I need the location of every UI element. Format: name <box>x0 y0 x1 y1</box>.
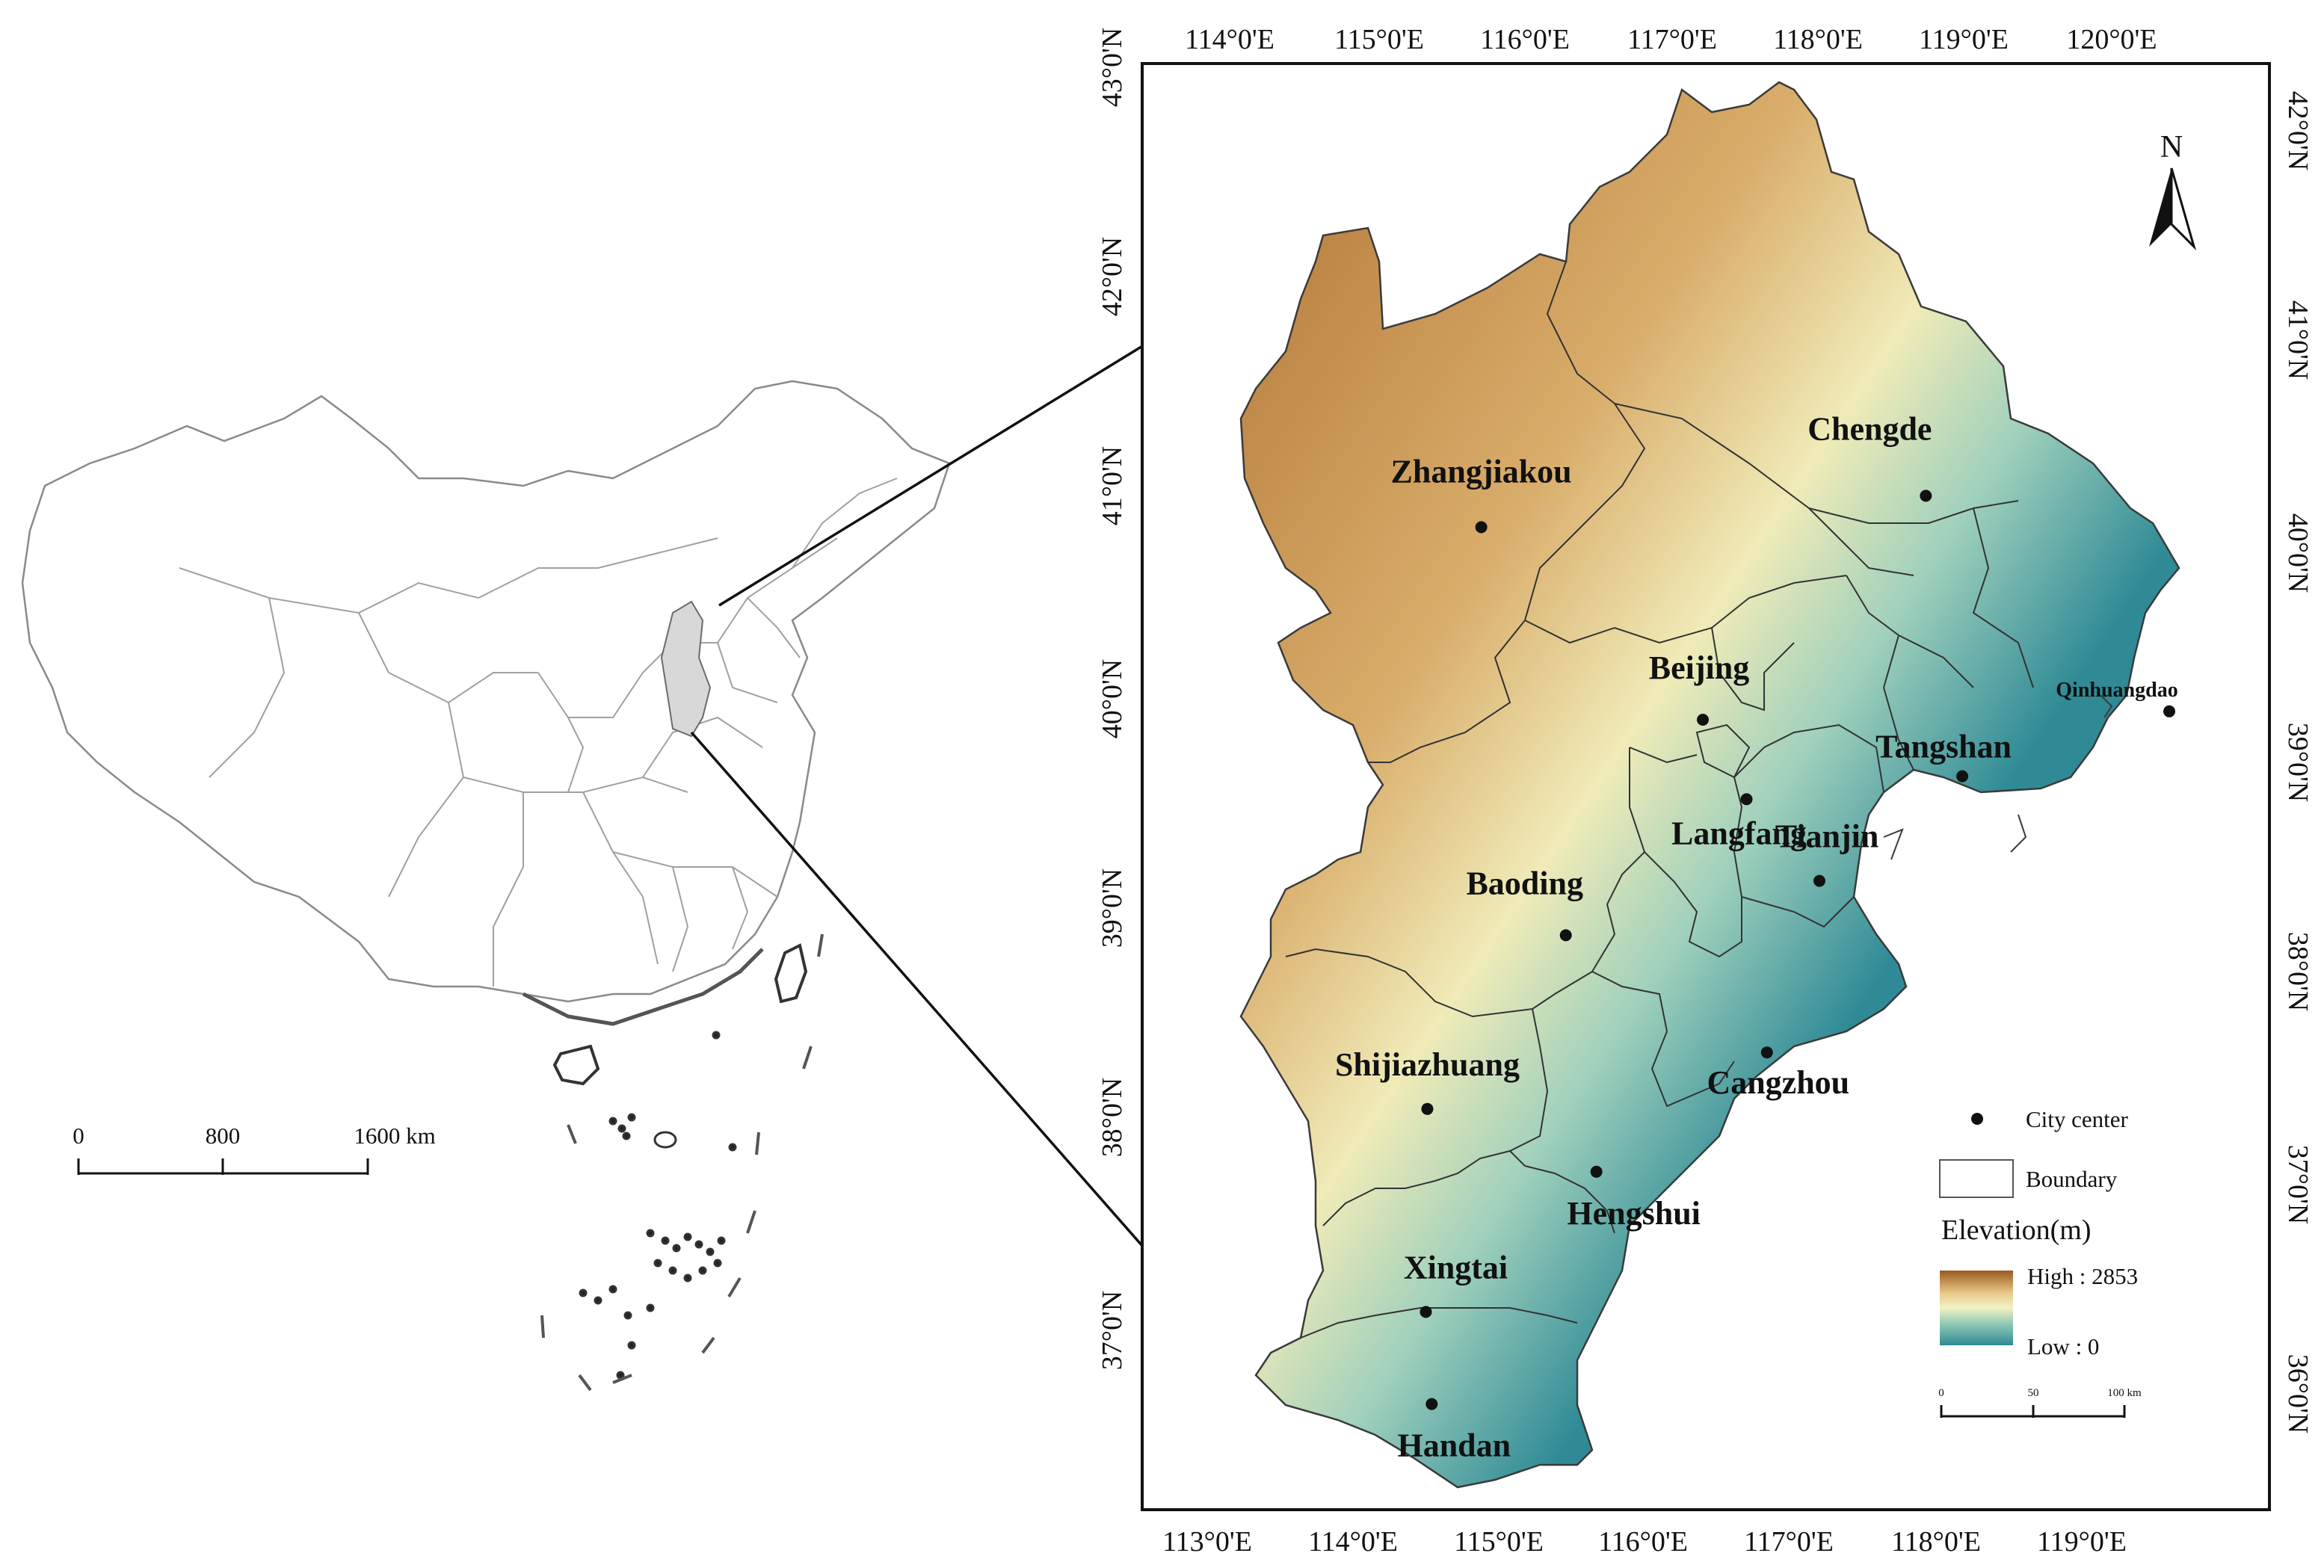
city-label: Chengde <box>1807 410 1932 447</box>
boundary-legend-symbol <box>1939 1159 2014 1198</box>
city-label: Handan <box>1397 1427 1511 1464</box>
north-arrow-icon: N <box>2149 130 2197 251</box>
city-label: Beijing <box>1649 649 1749 686</box>
city-label: Qinhuangdao <box>2056 679 2177 702</box>
main-scale-label: 0 <box>1938 1387 1944 1399</box>
lon-tick-bottom: 116°0'E <box>1598 1526 1688 1558</box>
legend-elevation-title: Elevation(m) <box>1941 1214 2091 1246</box>
city-center-legend-symbol <box>1971 1113 1983 1125</box>
city-label: Xingtai <box>1404 1249 1508 1285</box>
left-axis: 43°0'N 42°0'N 41°0'N 40°0'N 39°0'N 38°0'… <box>1097 28 1128 1371</box>
legend-boundary: Boundary <box>2026 1166 2118 1192</box>
lon-tick-bottom: 113°0'E <box>1162 1526 1252 1558</box>
lon-tick-top: 115°0'E <box>1334 24 1424 55</box>
china-outline <box>21 380 951 1003</box>
lat-tick-right: 40°0'N <box>2282 513 2314 593</box>
city-label: Tangshan <box>1875 729 2012 765</box>
lon-tick-bottom: 114°0'E <box>1308 1526 1398 1558</box>
city-label: Shijiazhuang <box>1335 1046 1520 1083</box>
city-center-marker <box>1920 490 1932 502</box>
city-center-marker <box>1813 874 1825 887</box>
nine-dash-line <box>540 933 824 1392</box>
north-label: N <box>2160 130 2183 164</box>
lon-tick-top: 116°0'E <box>1480 24 1570 55</box>
city-center-marker <box>1697 714 1709 726</box>
overview-scale-bar: 0 800 1600 km <box>73 1123 436 1175</box>
city-layer: Zhangjiakou Chengde Beijing Qinhuangdao Tang… <box>1335 410 2178 1463</box>
hainan-island <box>552 1044 600 1086</box>
city-label: Baoding <box>1466 865 1583 901</box>
lat-tick-right: 38°0'N <box>2282 932 2314 1012</box>
lon-tick-bottom: 118°0'E <box>1891 1526 1981 1558</box>
overview-scale-label: 0 <box>73 1123 84 1149</box>
city-label: Hengshui <box>1567 1195 1701 1232</box>
legend: City center Boundary Elevation(m) High :… <box>1938 1106 2142 1418</box>
city-center-marker <box>1760 1046 1773 1059</box>
lon-tick-top: 117°0'E <box>1627 24 1717 55</box>
right-axis: 42°0'N 41°0'N 40°0'N 39°0'N 38°0'N 37°0'… <box>2282 91 2314 1434</box>
main-scale-label: 50 <box>2028 1387 2039 1399</box>
legend-low: Low : 0 <box>2027 1333 2099 1359</box>
lat-tick-right: 42°0'N <box>2282 91 2314 171</box>
lat-tick-right: 41°0'N <box>2282 300 2314 380</box>
lat-tick-right: 39°0'N <box>2282 723 2314 803</box>
jingjinji-region <box>1239 81 2180 1489</box>
lon-tick-top: 119°0'E <box>1919 24 2009 55</box>
legend-high: High : 2853 <box>2027 1263 2138 1289</box>
overview-map: 0 800 1600 km <box>21 380 951 1392</box>
lon-tick-top: 120°0'E <box>2066 24 2157 55</box>
city-center-marker <box>1421 1102 1434 1115</box>
city-boundaries <box>1285 261 2034 1339</box>
lat-tick-left: 42°0'N <box>1097 237 1128 317</box>
city-center-marker <box>1740 793 1753 806</box>
overview-scale-label: 800 <box>206 1123 241 1149</box>
main-map: 114°0'E 115°0'E 116°0'E 117°0'E 118°0'E … <box>1097 24 2314 1558</box>
lat-tick-left: 41°0'N <box>1097 446 1128 526</box>
lat-tick-left: 38°0'N <box>1097 1078 1128 1158</box>
lat-tick-left: 43°0'N <box>1097 28 1128 108</box>
coastline <box>522 948 764 1026</box>
city-center-marker <box>1475 521 1488 534</box>
coastal-features <box>1883 694 2113 860</box>
lon-tick-bottom: 119°0'E <box>2037 1526 2127 1558</box>
lat-tick-left: 40°0'N <box>1097 659 1128 739</box>
city-label: Cangzhou <box>1707 1064 1849 1101</box>
lon-tick-top: 114°0'E <box>1185 24 1274 55</box>
province-boundaries <box>179 478 898 987</box>
lat-tick-right: 37°0'N <box>2282 1145 2314 1225</box>
main-scale-label: 100 km <box>2107 1387 2142 1399</box>
bottom-axis: 113°0'E 114°0'E 115°0'E 116°0'E 117°0'E … <box>1162 1526 2127 1558</box>
city-center-marker <box>1425 1398 1438 1410</box>
city-center-marker <box>1590 1165 1603 1178</box>
top-axis: 114°0'E 115°0'E 116°0'E 117°0'E 118°0'E … <box>1185 24 2157 55</box>
lat-tick-left: 39°0'N <box>1097 868 1128 948</box>
lon-tick-top: 118°0'E <box>1773 24 1863 55</box>
overview-scale-label: 1600 km <box>354 1123 435 1149</box>
main-scale-bar: 0 50 100 km <box>1938 1387 2142 1418</box>
city-center-marker <box>1420 1306 1432 1318</box>
city-label: Tianjin <box>1775 818 1879 855</box>
study-area-highlight <box>660 600 712 738</box>
taiwan-island <box>774 943 808 1004</box>
city-center-marker <box>2163 705 2175 717</box>
city-center-marker <box>1559 929 1572 942</box>
south-sea-islands <box>579 1031 737 1380</box>
city-label: Langfang <box>1671 815 1807 851</box>
lon-tick-bottom: 117°0'E <box>1744 1526 1834 1558</box>
elevation-color-ramp <box>1940 1271 2013 1345</box>
lon-tick-bottom: 115°0'E <box>1454 1526 1544 1558</box>
city-center-marker <box>1956 770 1969 783</box>
legend-city-center: City center <box>2026 1106 2129 1132</box>
lat-tick-left: 37°0'N <box>1097 1291 1128 1371</box>
lat-tick-right: 36°0'N <box>2282 1354 2314 1434</box>
city-label: Zhangjiakou <box>1391 453 1572 490</box>
